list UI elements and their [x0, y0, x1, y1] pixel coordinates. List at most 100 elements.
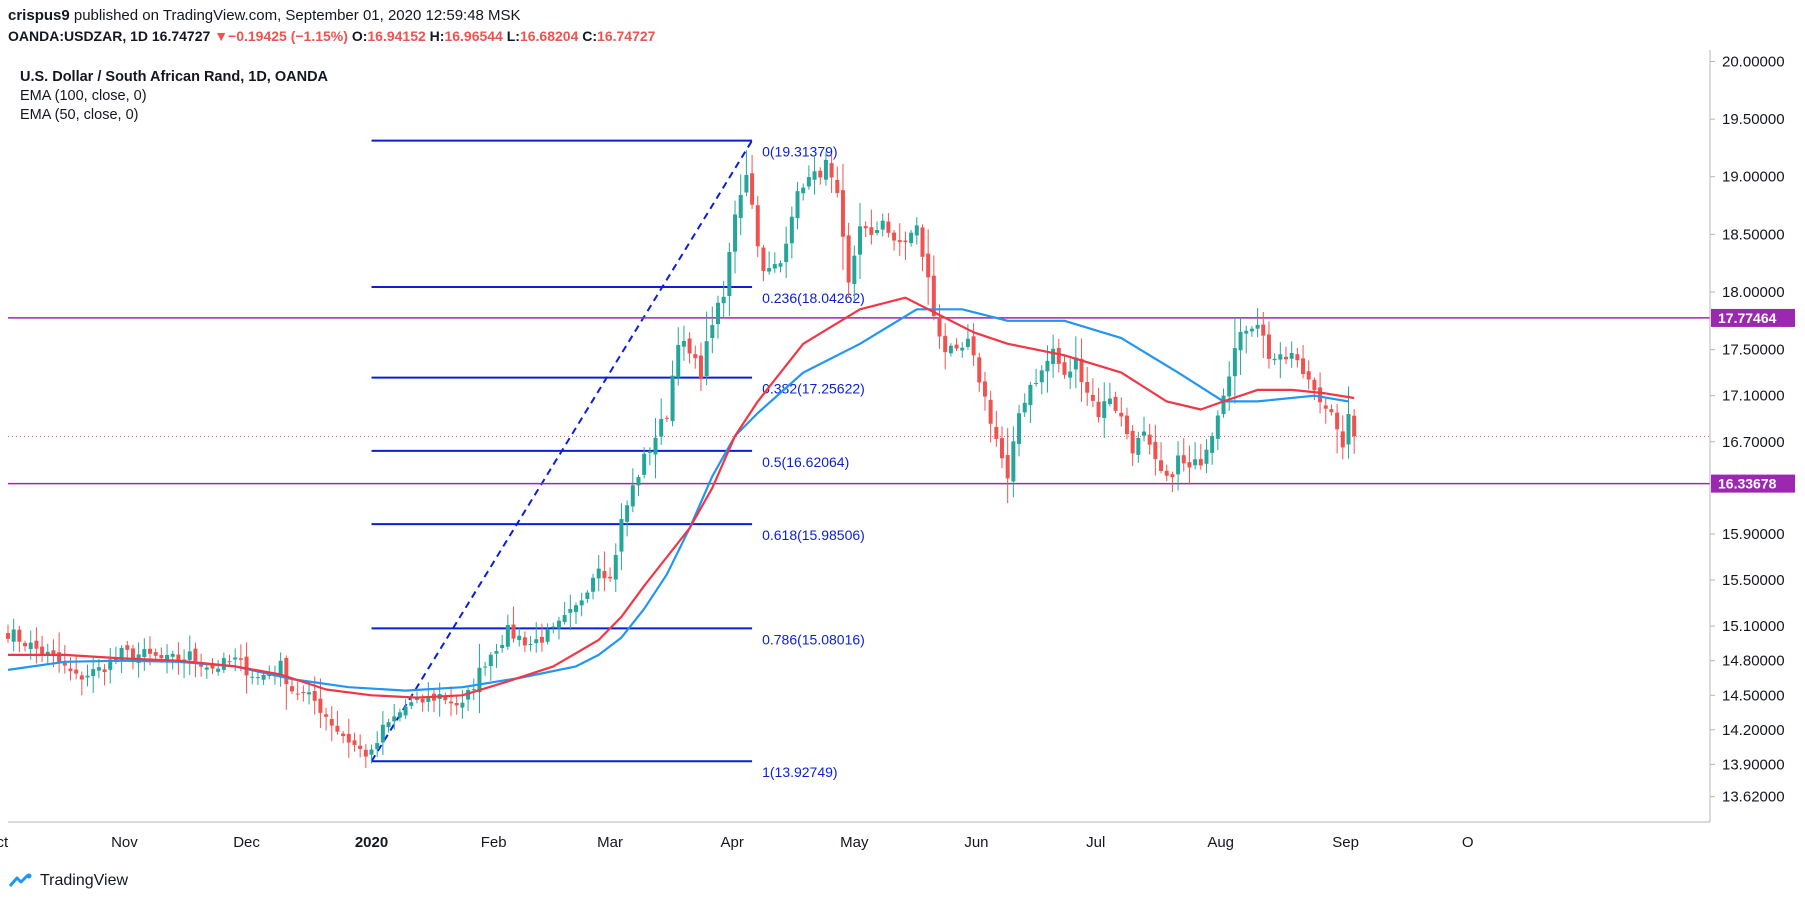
- price-tick-label-11: 14.80000: [1722, 653, 1785, 670]
- candle-body-123: [704, 341, 709, 376]
- candle-body-209: [1193, 459, 1198, 466]
- low-value: 16.68204: [519, 28, 579, 44]
- candle-body-94: [539, 636, 544, 643]
- candle-body-58: [335, 725, 340, 732]
- candle-body-7: [45, 651, 50, 656]
- horizontal-levels[interactable]: 17.77464 16.33678: [8, 308, 1795, 493]
- candle-body-206: [1176, 455, 1181, 475]
- price-tick-label-12: 14.50000: [1722, 687, 1785, 704]
- candle-body-204: [1164, 470, 1169, 476]
- candle-body-84: [483, 666, 488, 668]
- price-tick-label-6: 17.10000: [1722, 388, 1785, 405]
- candle-body-196: [1119, 412, 1124, 417]
- candle-body-28: [165, 654, 170, 661]
- symbol-name[interactable]: OANDA:USDZAR, 1D: [8, 28, 148, 44]
- candle-body-169: [965, 338, 970, 347]
- time-tick-label-1: Nov: [111, 834, 138, 851]
- candle-body-41: [238, 658, 243, 660]
- price-tick-label-8: 15.90000: [1722, 526, 1785, 543]
- last-price: 16.74727: [151, 28, 211, 44]
- candle-body-111: [636, 477, 641, 486]
- publish-info: crispus9 published on TradingView.com, S…: [8, 6, 655, 26]
- candle-body-177: [1011, 441, 1016, 482]
- candle-body-133: [761, 247, 766, 271]
- legend-ema100[interactable]: EMA (100, close, 0): [20, 88, 147, 104]
- candle-body-30: [176, 654, 181, 661]
- legend-ema50[interactable]: EMA (50, close, 0): [20, 107, 139, 123]
- candle-body-193: [1102, 401, 1107, 419]
- candle-body-42: [244, 656, 249, 676]
- candle-body-227: [1295, 354, 1300, 361]
- candle-body-35: [204, 667, 209, 670]
- time-tick-label-7: May: [840, 834, 869, 851]
- time-tick-label-6: Apr: [721, 834, 744, 851]
- candle-body-176: [1005, 455, 1010, 479]
- candle-body-210: [1198, 459, 1203, 466]
- candle-body-233: [1329, 409, 1334, 413]
- candle-body-178: [1017, 413, 1022, 444]
- candle-body-203: [1159, 460, 1164, 471]
- candle-body-207: [1181, 455, 1186, 464]
- candle-body-184: [1051, 348, 1056, 364]
- candle-body-77: [443, 695, 448, 701]
- axes[interactable]: 20.00000 19.50000 19.00000 18.50000 18.00000…: [0, 50, 1785, 851]
- fibonacci-retracement[interactable]: 0(19.31379) 0.236(18.04262) 0.382(17.25622…: [370, 139, 865, 781]
- open-value: 16.94152: [367, 28, 426, 44]
- candle-body-157: [897, 240, 902, 243]
- candle-body-142: [812, 171, 817, 180]
- tradingview-brand[interactable]: TradingView: [40, 872, 129, 889]
- candle-body-161: [920, 227, 925, 257]
- candle-body-104: [596, 568, 601, 579]
- candle-body-194: [1107, 398, 1112, 405]
- candle-body-224: [1278, 354, 1283, 360]
- price-tick-label-14: 13.90000: [1722, 756, 1785, 773]
- candle-body-49: [284, 657, 289, 685]
- candle-body-108: [619, 519, 624, 552]
- fib-level-label-5: 0.786(15.08016): [762, 631, 865, 647]
- candle-body-9: [57, 652, 62, 663]
- candle-body-179: [1022, 402, 1027, 413]
- candle-body-235: [1340, 431, 1345, 448]
- candle-body-114: [653, 437, 658, 455]
- candle-body-188: [1073, 357, 1078, 370]
- close-value: 16.74727: [597, 28, 656, 44]
- candle-body-21: [125, 645, 130, 650]
- candle-body-76: [437, 694, 442, 699]
- candle-body-31: [182, 659, 187, 663]
- candle-body-160: [914, 225, 919, 236]
- candle-body-59: [341, 733, 346, 737]
- candle-body-147: [840, 190, 845, 237]
- high-value: 16.96544: [444, 28, 503, 44]
- candle-body-136: [778, 263, 783, 267]
- candle-body-127: [727, 252, 732, 297]
- candle-body-200: [1142, 431, 1146, 436]
- candle-body-215: [1227, 376, 1232, 397]
- candle-body-81: [466, 690, 471, 700]
- candle-body-52: [301, 692, 306, 694]
- candle-body-13: [79, 675, 84, 680]
- time-tick-label-10: Aug: [1207, 834, 1234, 851]
- candle-body-148: [846, 235, 851, 283]
- candle-body-149: [852, 255, 857, 285]
- candle-body-25: [148, 648, 152, 654]
- candle-body-228: [1301, 358, 1306, 375]
- candle-body-129: [738, 194, 743, 218]
- candle-body-56: [324, 714, 329, 717]
- chart-header: crispus9 published on TradingView.com, S…: [8, 6, 655, 46]
- candle-body-138: [789, 216, 794, 244]
- author-name[interactable]: crispus9: [8, 7, 70, 24]
- candle-body-14: [85, 675, 90, 678]
- candle-body-212: [1210, 436, 1215, 453]
- legend-title[interactable]: U.S. Dollar / South African Rand, 1D, OA…: [20, 69, 329, 85]
- fib-level-label-1: 0.236(18.04262): [762, 290, 865, 306]
- candle-body-44: [255, 677, 260, 679]
- candle-body-219: [1249, 328, 1254, 332]
- time-tick-label-9: Jul: [1086, 834, 1105, 851]
- candle-body-101: [579, 600, 584, 606]
- fib-level-label-6: 1(13.92749): [762, 764, 838, 780]
- candle-body-205: [1170, 474, 1175, 478]
- candle-body-67: [386, 722, 391, 728]
- candle-body-220: [1255, 324, 1260, 329]
- candle-body-118: [676, 344, 681, 378]
